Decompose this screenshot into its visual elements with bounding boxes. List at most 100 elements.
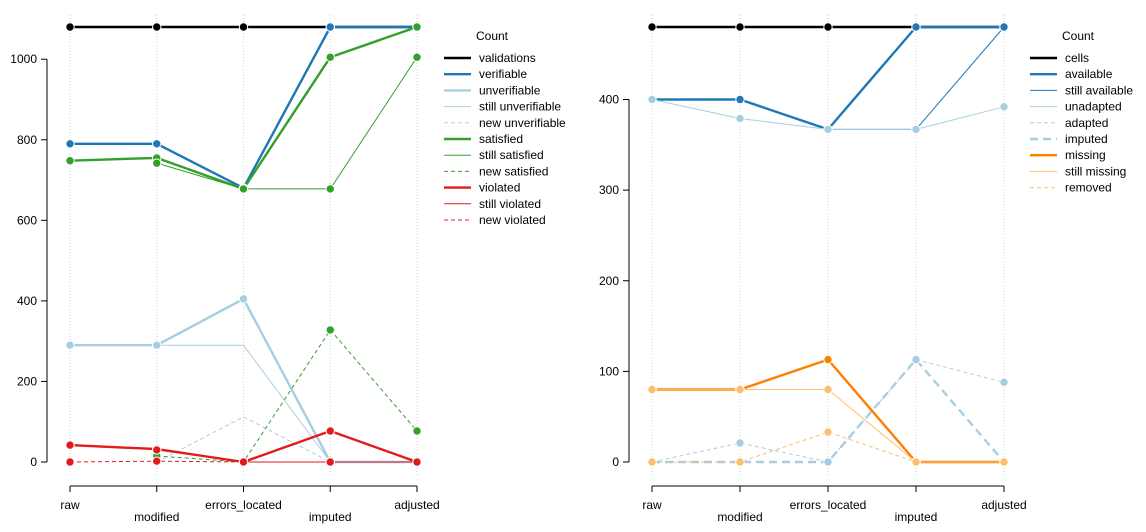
- legend-label: still missing: [1065, 164, 1126, 178]
- data-point-available: [911, 22, 921, 32]
- legend: Count validations verifiable unverifiable st…: [444, 29, 566, 227]
- data-point-unadapted: [999, 102, 1009, 112]
- data-point-missing: [823, 354, 833, 365]
- legend-label: verifiable: [479, 67, 527, 81]
- data-point-validations: [238, 22, 249, 32]
- legend-label: adapted: [1065, 116, 1108, 130]
- legend-title: Count: [1062, 29, 1095, 43]
- x-tick-label: errors_located: [790, 498, 867, 512]
- y-tick-label: 0: [612, 455, 619, 469]
- data-point-verifiable: [65, 139, 75, 149]
- legend-label: unadapted: [1065, 100, 1122, 114]
- data-point-removed: [999, 457, 1009, 467]
- x-tick-label: modified: [717, 510, 762, 524]
- data-point-satisfied: [65, 156, 75, 166]
- y-tick-label: 400: [599, 93, 619, 107]
- y-tick-label: 400: [17, 294, 37, 308]
- data-point-unverifiable: [238, 294, 249, 304]
- data-point-unadapted: [735, 113, 745, 124]
- legend-label: available: [1065, 67, 1113, 81]
- data-point-still-violated: [152, 445, 162, 455]
- data-point-unverifiable: [65, 340, 75, 350]
- data-point-removed: [647, 457, 657, 467]
- legend-label: new satisfied: [479, 164, 548, 178]
- legend-title: Count: [476, 29, 509, 43]
- data-point-new-violated: [412, 457, 422, 467]
- legend-label: new unverifiable: [479, 116, 566, 130]
- data-point-new-satisfied: [325, 325, 335, 335]
- data-point-still-missing: [647, 384, 657, 395]
- data-point-imputed: [823, 457, 833, 467]
- series-line-still-satisfied: [156, 56, 418, 190]
- series-line-imputed: [652, 358, 1005, 464]
- x-tick-label: imputed: [309, 510, 352, 524]
- y-tick-label: 200: [17, 374, 37, 388]
- data-point-new-violated: [238, 457, 249, 467]
- data-point-removed: [823, 427, 833, 437]
- data-point-still-missing: [735, 384, 745, 395]
- y-tick-label: 0: [30, 455, 37, 469]
- data-point-unadapted: [911, 124, 921, 135]
- series-line-new-satisfied: [156, 329, 418, 463]
- data-point-cells: [823, 22, 833, 32]
- y-tick-label: 100: [599, 364, 619, 378]
- legend-label: violated: [479, 181, 520, 195]
- data-point-still-satisfied: [412, 52, 422, 62]
- data-point-unverifiable: [152, 340, 162, 350]
- x-tick-label: adjusted: [394, 498, 439, 512]
- series-line-unverifiable: [70, 297, 417, 464]
- data-point-unadapted: [647, 94, 657, 105]
- y-tick-label: 200: [599, 274, 619, 288]
- data-point-cells: [647, 22, 657, 32]
- legend-label: missing: [1065, 148, 1106, 162]
- legend: Count cells available still available unadap…: [1030, 29, 1133, 195]
- data-point-new-violated: [152, 456, 162, 466]
- chart-panel-1: 0 200 400 600 800 1000 raw modified errors_locat…: [10, 15, 566, 524]
- data-point-new-violated: [65, 457, 75, 467]
- data-point-removed: [911, 457, 921, 467]
- series-line-still-unverifiable: [156, 344, 417, 463]
- data-point-available: [999, 22, 1009, 32]
- data-point-violated: [325, 426, 335, 436]
- legend-label: still available: [1065, 83, 1133, 97]
- y-tick-label: 300: [599, 183, 619, 197]
- x-tick-label: raw: [642, 498, 662, 512]
- data-point-unadapted: [823, 124, 833, 135]
- data-point-validations: [65, 22, 75, 32]
- y-tick-label: 600: [17, 213, 37, 227]
- legend-label: cells: [1065, 51, 1089, 65]
- legend-label: removed: [1065, 181, 1112, 195]
- y-tick-label: 1000: [10, 52, 37, 66]
- data-point-new-satisfied: [412, 426, 422, 436]
- data-point-adapted: [999, 377, 1009, 387]
- chart-panel-2: 0 100 200 300 400 raw modified errors_locatedim…: [599, 15, 1133, 524]
- legend-label: validations: [479, 51, 536, 65]
- legend-label: satisfied: [479, 132, 523, 146]
- series-line-new-violated: [69, 460, 417, 463]
- x-tick-label: modified: [134, 510, 179, 524]
- data-point-still-satisfied: [238, 184, 249, 194]
- legend-label: new violated: [479, 213, 546, 227]
- data-point-adapted: [735, 438, 745, 448]
- x-tick-label: raw: [60, 498, 80, 512]
- legend-label: still satisfied: [479, 148, 544, 162]
- legend-label: still unverifiable: [479, 100, 561, 114]
- data-point-verifiable: [325, 22, 335, 32]
- data-point-still-satisfied: [152, 158, 162, 168]
- data-point-still-missing: [823, 384, 833, 395]
- legend-label: still violated: [479, 197, 541, 211]
- x-tick-label: adjusted: [981, 498, 1026, 512]
- data-point-violated: [65, 440, 75, 450]
- data-point-new-violated: [325, 457, 335, 467]
- series-line-adapted: [651, 359, 1005, 463]
- data-point-still-satisfied: [325, 184, 335, 194]
- data-point-removed: [735, 457, 745, 467]
- data-point-satisfied: [412, 22, 422, 32]
- data-point-verifiable: [152, 139, 162, 149]
- data-point-satisfied: [325, 52, 335, 62]
- legend-label: unverifiable: [479, 83, 541, 97]
- x-tick-label: imputed: [895, 510, 938, 524]
- series-line-missing: [652, 358, 1004, 464]
